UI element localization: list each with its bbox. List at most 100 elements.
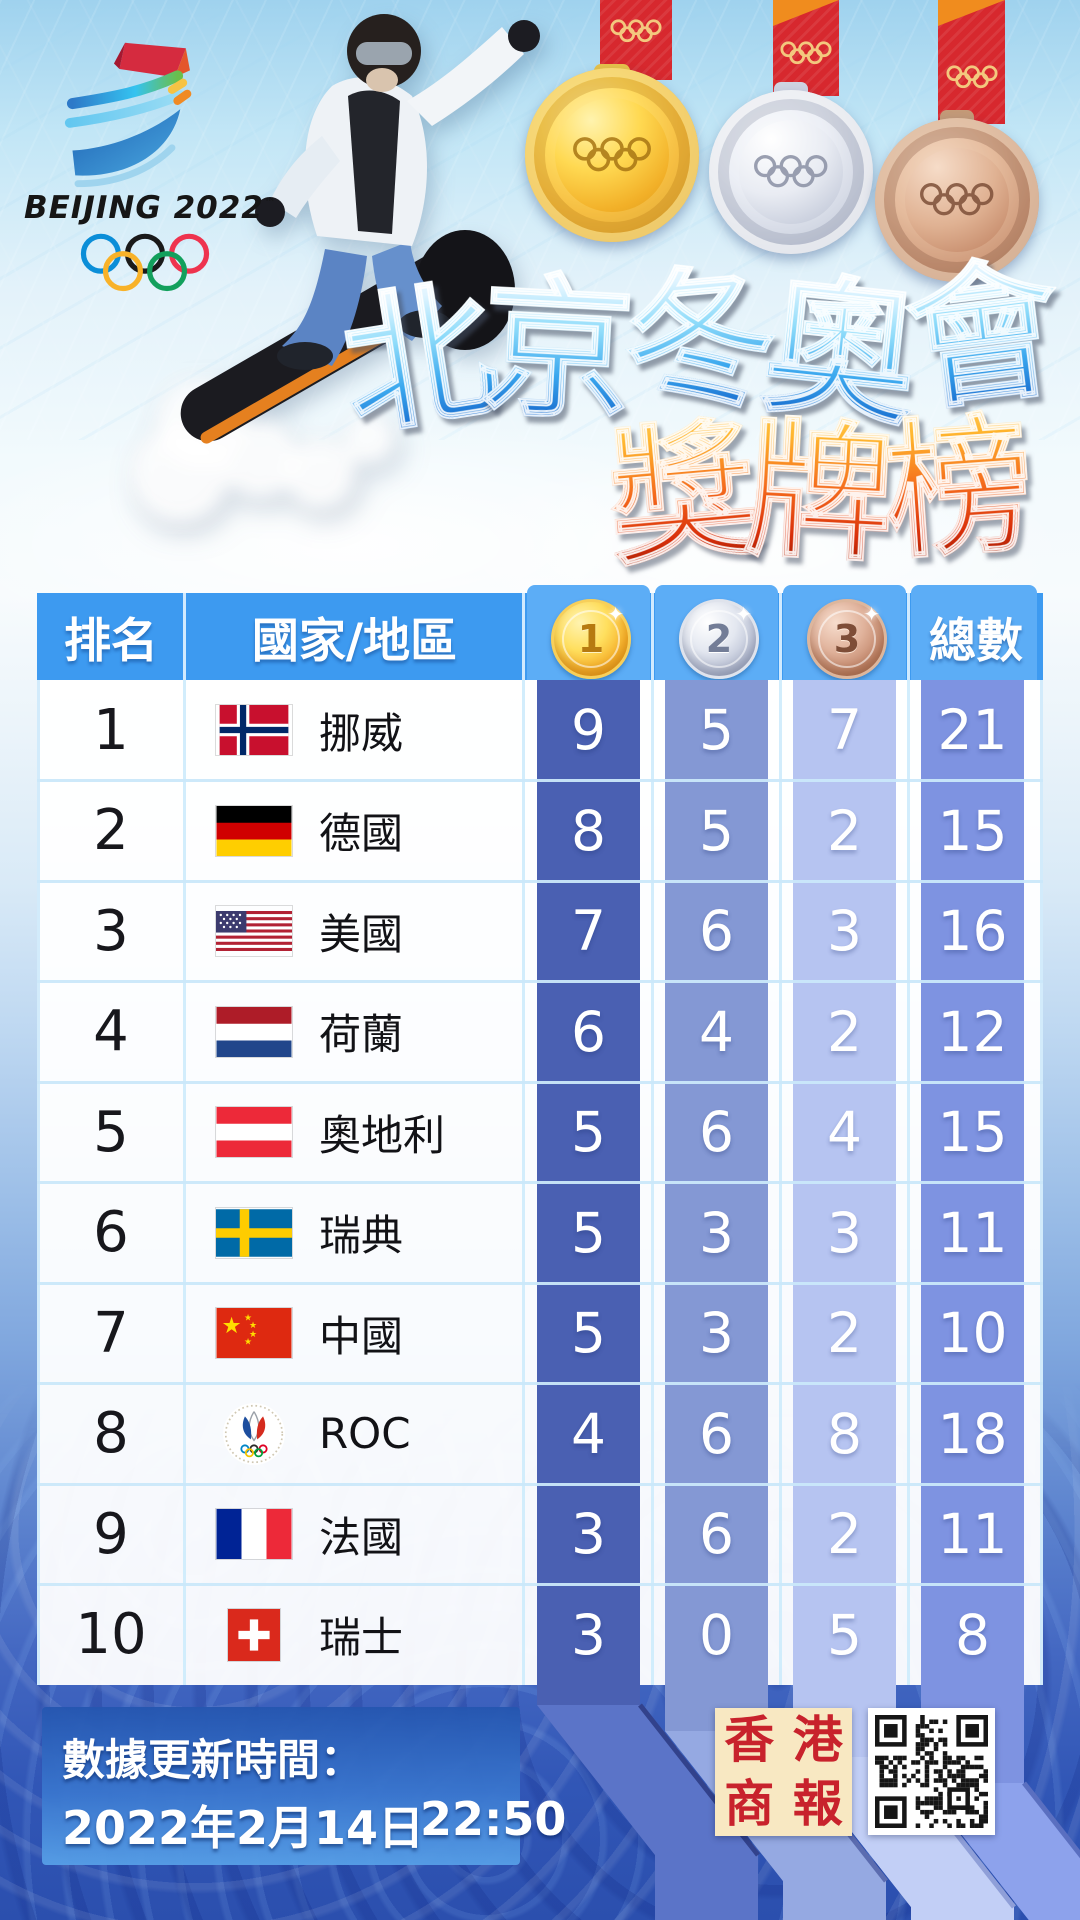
- olympic-rings-icon: [80, 233, 210, 292]
- row-divider: [37, 1181, 1043, 1184]
- medal-table-rows: 1 挪威 9 5 7 21 2 德國 8 5 2 15 3 美國 7 6 3 1…: [37, 680, 1043, 1685]
- table-row: 3 美國 7 6 3 16: [37, 881, 1043, 982]
- header-country: 國家/地區: [251, 614, 458, 669]
- silver-count: 6: [665, 1383, 768, 1484]
- bronze-count: 5: [793, 1584, 896, 1685]
- table-row: 2 德國 8 5 2 15: [37, 780, 1043, 882]
- total-count: 11: [921, 1182, 1024, 1283]
- gold-count: 5: [537, 1182, 640, 1283]
- country-name: 德國: [319, 809, 404, 859]
- country-name: ROC: [319, 1409, 411, 1459]
- sparkle-icon: ✦: [735, 602, 752, 626]
- country-cell: 法國: [185, 1484, 524, 1585]
- silver-count: 6: [665, 1082, 768, 1183]
- silver-count: 5: [665, 780, 768, 881]
- bronze-count: 8: [793, 1383, 896, 1484]
- header-separator: [907, 593, 910, 680]
- country-flag-icon: [215, 705, 293, 756]
- title-char: 牌: [740, 368, 899, 590]
- silver-medal-icon: [709, 90, 873, 254]
- bronze-count: 7: [793, 680, 896, 781]
- rank-cell: 6: [93, 1200, 129, 1266]
- rank-cell: 7: [93, 1300, 129, 1366]
- header-separator: [183, 593, 186, 680]
- rank-cell: 5: [93, 1099, 129, 1165]
- header-total: 總數: [929, 614, 1023, 669]
- rank-cell: 1: [93, 697, 129, 763]
- total-count: 8: [921, 1584, 1024, 1685]
- header-separator: [522, 593, 525, 680]
- bronze-count: 4: [793, 1082, 896, 1183]
- table-row: 4 荷蘭 6 4 2 12: [37, 981, 1043, 1083]
- country-name: 挪威: [319, 708, 404, 758]
- rank-cell: 9: [93, 1501, 129, 1567]
- total-count: 16: [921, 881, 1024, 982]
- stamp-char: 商: [724, 1776, 775, 1832]
- title-line2: 獎牌榜: [601, 372, 1068, 588]
- silver-count: 3: [665, 1182, 768, 1283]
- silver-count: 4: [665, 981, 768, 1082]
- gold-count: 6: [537, 981, 640, 1082]
- country-cell: 挪威: [185, 680, 524, 781]
- table-row: 10 瑞士 3 0 5 8: [37, 1584, 1043, 1686]
- country-flag-icon: [215, 1208, 293, 1258]
- country-flag-icon: [215, 906, 293, 956]
- country-name: 法國: [319, 1512, 404, 1562]
- total-count: 15: [921, 780, 1024, 881]
- gold-count: 3: [537, 1484, 640, 1585]
- svg-text:★: ★: [222, 1313, 242, 1339]
- bronze-chip-number: 3: [833, 617, 861, 661]
- country-name: 美國: [319, 909, 404, 959]
- total-count: 10: [921, 1283, 1024, 1384]
- bronze-medal-ribbon: [938, 0, 1005, 124]
- country-flag-icon: [215, 1006, 293, 1057]
- bronze-count: 2: [793, 981, 896, 1082]
- country-name: 荷蘭: [319, 1010, 404, 1060]
- gold-count: 3: [537, 1584, 640, 1685]
- gold-chip-number: 1: [577, 617, 605, 661]
- total-count: 11: [921, 1484, 1024, 1585]
- qr-code: [868, 1708, 995, 1835]
- country-cell: 瑞士: [185, 1585, 524, 1686]
- total-column-patch: [911, 585, 1037, 680]
- svg-text:★: ★: [244, 1314, 252, 1324]
- row-divider: [37, 879, 1043, 883]
- country-flag-icon: [215, 1402, 293, 1466]
- table-row: 6 瑞典 5 3 3 11: [37, 1182, 1043, 1284]
- rank-cell: 4: [93, 999, 129, 1065]
- country-cell: 瑞典: [185, 1183, 524, 1284]
- table-header: 排名 國家/地區 1 ✦ 2 ✦ 3 ✦ 總數: [37, 585, 1043, 680]
- stamp-char: 港: [792, 1712, 843, 1768]
- title-char: 獎: [599, 368, 765, 595]
- country-cell: 奧地利: [185, 1082, 524, 1183]
- country-name: 中國: [319, 1311, 404, 1361]
- country-cell: 德國: [185, 781, 524, 882]
- country-cell: 荷蘭: [185, 982, 524, 1083]
- header-rank: 排名: [64, 614, 158, 669]
- title-char: 榜: [876, 363, 1040, 588]
- country-name: 瑞典: [319, 1211, 404, 1261]
- hk-commercial-daily-stamp: 香 港 商 報: [715, 1708, 852, 1836]
- country-name: 奧地利: [319, 1110, 446, 1160]
- header-separator: [779, 593, 782, 680]
- total-count: 18: [921, 1383, 1024, 1484]
- bronze-count: 2: [793, 780, 896, 881]
- bronze-count: 2: [793, 1283, 896, 1384]
- country-flag-icon: [215, 805, 293, 856]
- country-flag-icon: [215, 1509, 293, 1560]
- update-time-box: [42, 1707, 520, 1865]
- beijing-2022-emblem-icon: [64, 42, 192, 188]
- row-divider: [37, 1382, 1043, 1385]
- row-divider: [37, 1080, 1043, 1084]
- gold-count: 5: [537, 1283, 640, 1384]
- country-cell: 美國: [185, 881, 524, 982]
- header-separator: [651, 593, 654, 680]
- silver-count: 5: [665, 680, 768, 781]
- brand-name: BEIJING 2022™: [24, 190, 277, 226]
- total-count: 15: [921, 1082, 1024, 1183]
- update-time-label: 數據更新時間：: [62, 1736, 363, 1786]
- svg-text:★: ★: [244, 1338, 252, 1348]
- silver-medal-header-icon: 2 ✦: [679, 599, 759, 679]
- country-name: 瑞士: [319, 1613, 404, 1663]
